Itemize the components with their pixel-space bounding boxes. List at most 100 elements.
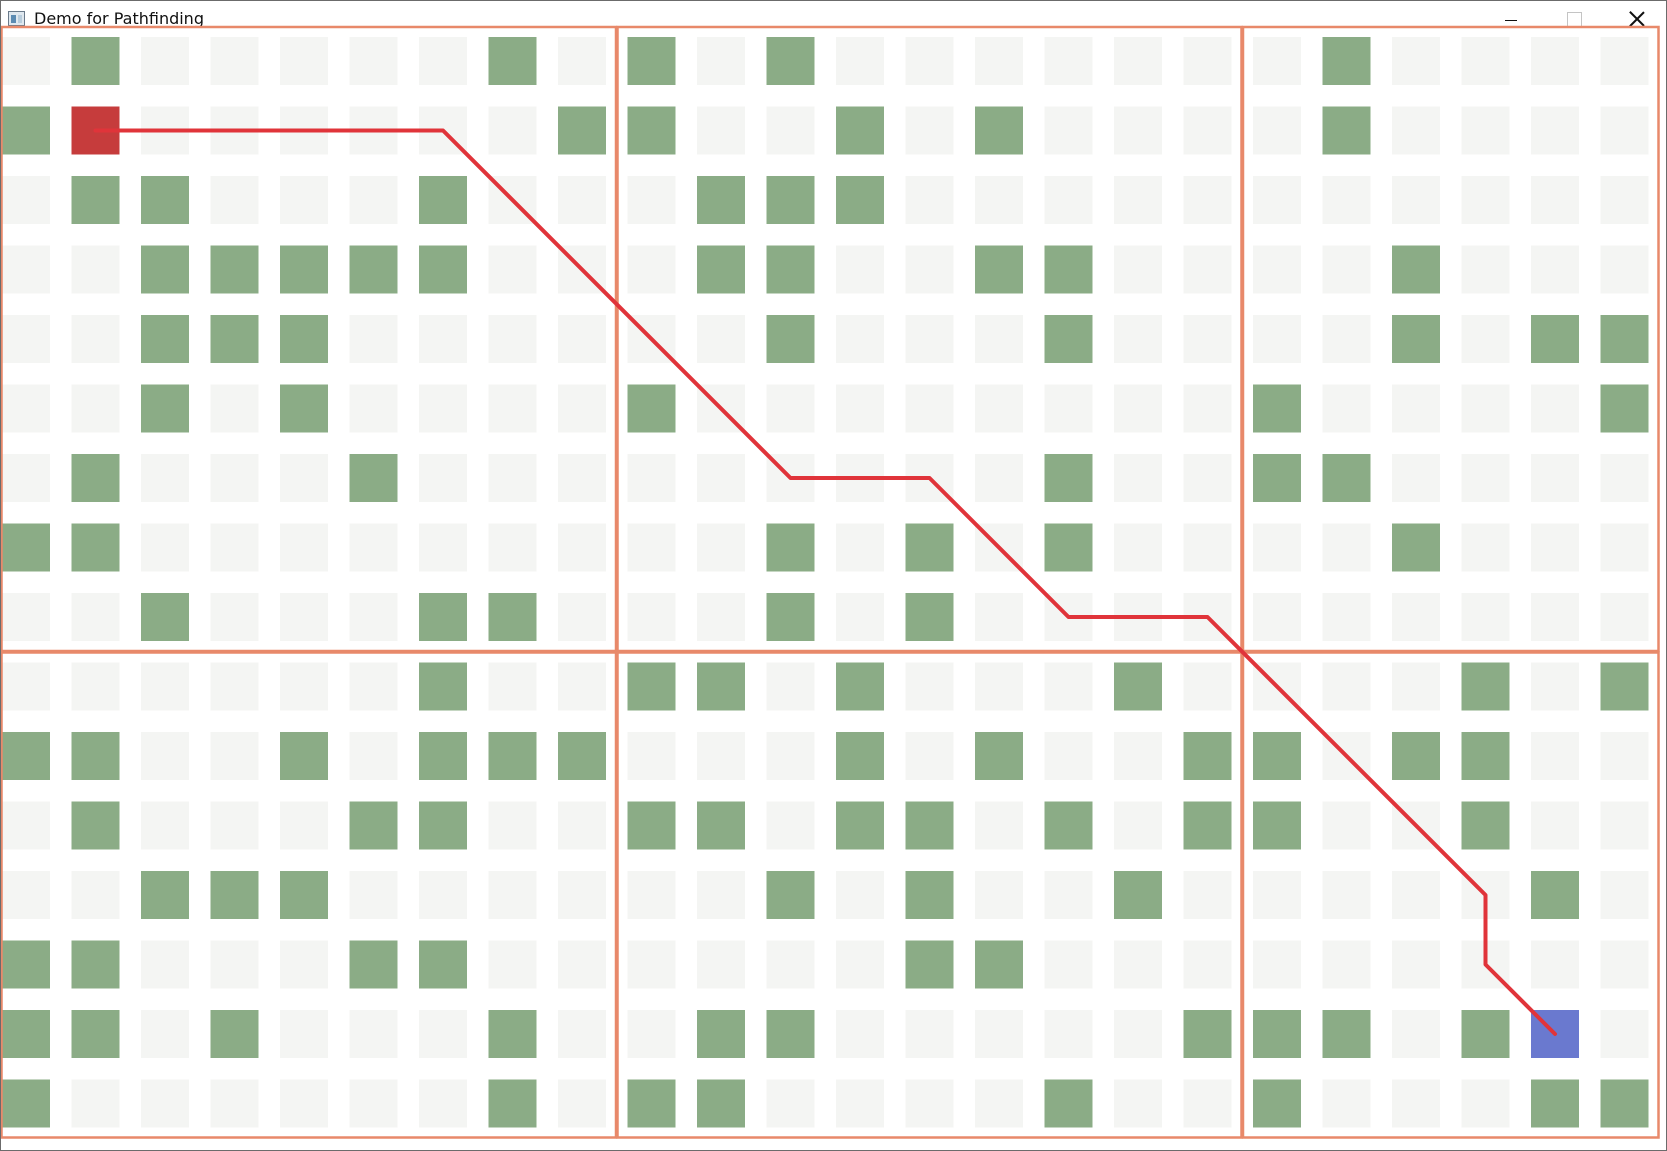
- grid-cell[interactable]: [488, 384, 537, 433]
- wall-cell[interactable]: [766, 245, 815, 294]
- wall-cell[interactable]: [627, 37, 676, 85]
- grid-cell[interactable]: [419, 384, 467, 433]
- grid-cell[interactable]: [349, 315, 398, 363]
- grid-cell[interactable]: [1183, 1079, 1232, 1128]
- wall-cell[interactable]: [1531, 1079, 1579, 1128]
- grid-cell[interactable]: [558, 940, 606, 989]
- wall-cell[interactable]: [71, 176, 120, 224]
- wall-cell[interactable]: [71, 523, 120, 572]
- wall-cell[interactable]: [766, 523, 815, 572]
- grid-cell[interactable]: [349, 523, 398, 572]
- grid-cell[interactable]: [975, 37, 1023, 85]
- grid-cell[interactable]: [1183, 454, 1232, 502]
- grid-cell[interactable]: [1392, 176, 1440, 224]
- grid-cell[interactable]: [1531, 37, 1579, 85]
- grid-cell[interactable]: [2, 662, 50, 711]
- grid-cell[interactable]: [558, 801, 606, 850]
- grid-cell[interactable]: [1114, 940, 1162, 989]
- grid-cell[interactable]: [836, 523, 884, 572]
- grid-cell[interactable]: [1114, 384, 1162, 433]
- grid-cell[interactable]: [1114, 801, 1162, 850]
- wall-cell[interactable]: [141, 176, 189, 224]
- wall-cell[interactable]: [1044, 454, 1093, 502]
- wall-cell[interactable]: [1392, 523, 1440, 572]
- wall-cell[interactable]: [1531, 871, 1579, 919]
- grid-cell[interactable]: [975, 384, 1023, 433]
- wall-cell[interactable]: [1322, 454, 1371, 502]
- wall-cell[interactable]: [2, 523, 50, 572]
- grid-cell[interactable]: [1531, 176, 1579, 224]
- wall-cell[interactable]: [766, 37, 815, 85]
- grid-cell[interactable]: [627, 871, 676, 919]
- grid-cell[interactable]: [1322, 940, 1371, 989]
- grid-cell[interactable]: [766, 384, 815, 433]
- wall-cell[interactable]: [1461, 1010, 1510, 1058]
- grid-cell[interactable]: [558, 315, 606, 363]
- grid-cell[interactable]: [1253, 315, 1301, 363]
- grid-cell[interactable]: [141, 1010, 189, 1058]
- wall-cell[interactable]: [488, 1079, 537, 1128]
- grid-cell[interactable]: [975, 1010, 1023, 1058]
- grid-cell[interactable]: [1600, 176, 1649, 224]
- grid-cell[interactable]: [836, 384, 884, 433]
- wall-cell[interactable]: [627, 662, 676, 711]
- grid-cell[interactable]: [210, 176, 259, 224]
- grid-cell[interactable]: [1183, 37, 1232, 85]
- wall-cell[interactable]: [1044, 315, 1093, 363]
- wall-cell[interactable]: [488, 732, 537, 780]
- grid-cell[interactable]: [141, 454, 189, 502]
- wall-cell[interactable]: [975, 732, 1023, 780]
- grid-cell[interactable]: [836, 315, 884, 363]
- grid-cell[interactable]: [1044, 732, 1093, 780]
- wall-cell[interactable]: [210, 871, 259, 919]
- grid-cell[interactable]: [419, 871, 467, 919]
- wall-cell[interactable]: [488, 1010, 537, 1058]
- wall-cell[interactable]: [141, 315, 189, 363]
- wall-cell[interactable]: [1044, 523, 1093, 572]
- grid-cell[interactable]: [905, 245, 954, 294]
- grid-cell[interactable]: [349, 662, 398, 711]
- grid-cell[interactable]: [280, 1010, 328, 1058]
- grid-cell[interactable]: [1392, 384, 1440, 433]
- grid-cell[interactable]: [558, 37, 606, 85]
- wall-cell[interactable]: [71, 801, 120, 850]
- grid-cell[interactable]: [210, 593, 259, 641]
- grid-cell[interactable]: [1114, 176, 1162, 224]
- wall-cell[interactable]: [1114, 662, 1162, 711]
- grid-cell[interactable]: [141, 801, 189, 850]
- grid-cell[interactable]: [1531, 523, 1579, 572]
- grid-cell[interactable]: [141, 523, 189, 572]
- grid-cell[interactable]: [210, 732, 259, 780]
- grid-cell[interactable]: [1600, 732, 1649, 780]
- wall-cell[interactable]: [627, 801, 676, 850]
- grid-cell[interactable]: [71, 662, 120, 711]
- grid-cell[interactable]: [1461, 593, 1510, 641]
- wall-cell[interactable]: [1600, 662, 1649, 711]
- wall-cell[interactable]: [1253, 1079, 1301, 1128]
- grid-cell[interactable]: [1531, 245, 1579, 294]
- grid-cell[interactable]: [2, 176, 50, 224]
- wall-cell[interactable]: [2, 940, 50, 989]
- grid-cell[interactable]: [1114, 1079, 1162, 1128]
- wall-cell[interactable]: [1114, 871, 1162, 919]
- grid-cell[interactable]: [419, 1079, 467, 1128]
- wall-cell[interactable]: [1183, 732, 1232, 780]
- grid-cell[interactable]: [1322, 176, 1371, 224]
- grid-cell[interactable]: [2, 454, 50, 502]
- grid-cell[interactable]: [836, 1010, 884, 1058]
- grid-cell[interactable]: [419, 454, 467, 502]
- grid-cell[interactable]: [210, 662, 259, 711]
- grid-cell[interactable]: [697, 37, 745, 85]
- grid-cell[interactable]: [1044, 940, 1093, 989]
- wall-cell[interactable]: [766, 871, 815, 919]
- wall-cell[interactable]: [1531, 315, 1579, 363]
- grid-cell[interactable]: [349, 1079, 398, 1128]
- grid-cell[interactable]: [1253, 245, 1301, 294]
- grid-cell[interactable]: [349, 732, 398, 780]
- wall-cell[interactable]: [141, 871, 189, 919]
- wall-cell[interactable]: [2, 106, 50, 155]
- grid-cell[interactable]: [1114, 732, 1162, 780]
- grid-cell[interactable]: [905, 1010, 954, 1058]
- wall-cell[interactable]: [1392, 245, 1440, 294]
- grid-cell[interactable]: [1183, 106, 1232, 155]
